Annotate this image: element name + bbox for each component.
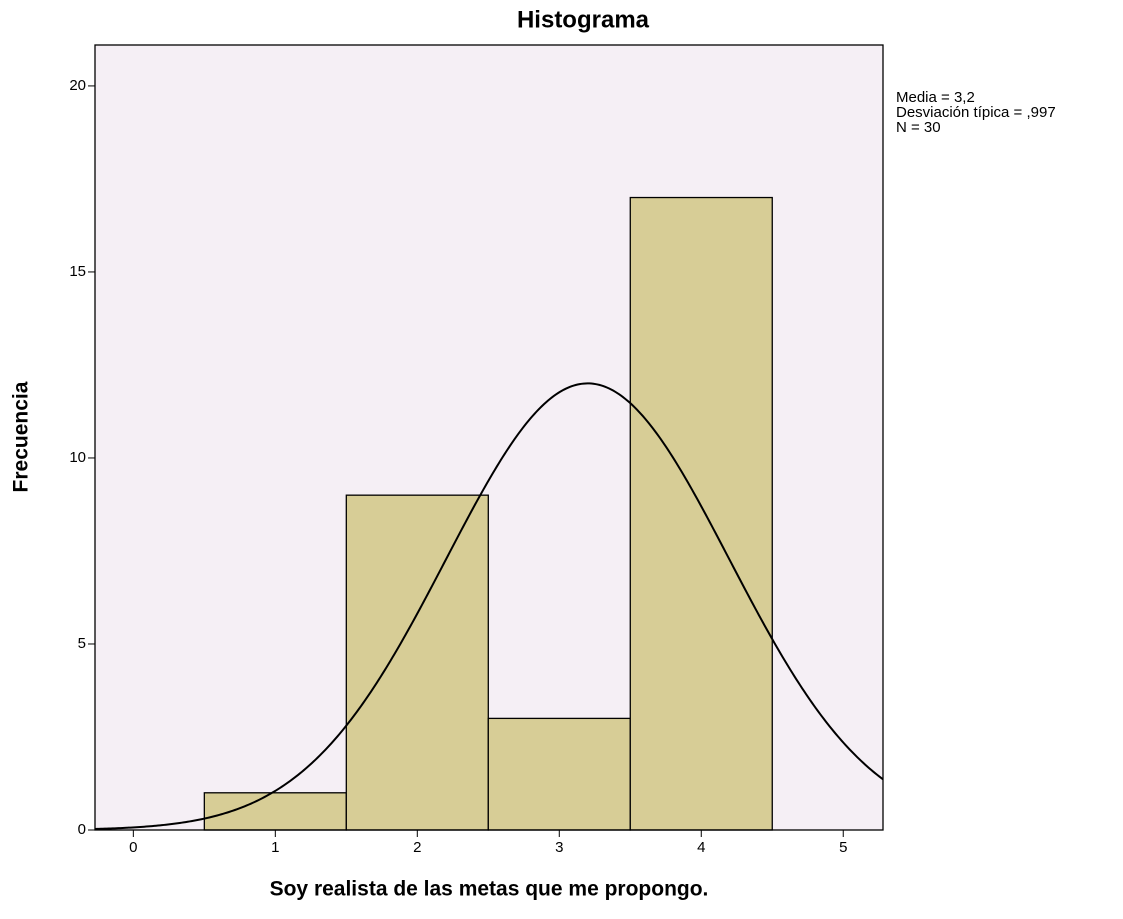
- x-axis-label: Soy realista de las metas que me propong…: [270, 878, 709, 901]
- x-tick-label: 0: [129, 839, 137, 856]
- y-tick-label: 5: [78, 635, 86, 652]
- y-axis-label: Frecuencia: [10, 381, 33, 492]
- y-tick-label: 20: [69, 77, 86, 94]
- bar: [345, 494, 489, 831]
- bar: [203, 792, 347, 831]
- stat-label: Media = 3,2: [896, 89, 975, 106]
- bar: [487, 717, 631, 831]
- x-tick-label: 5: [839, 839, 847, 856]
- stat-label: Desviación típica = ,997: [896, 104, 1056, 121]
- chart-title: Histograma: [517, 6, 650, 33]
- y-tick-label: 0: [78, 821, 86, 838]
- x-tick-label: 4: [697, 839, 705, 856]
- normal-curve: [94, 382, 884, 830]
- stat-label: N = 30: [896, 119, 941, 136]
- y-tick-label: 15: [69, 263, 86, 280]
- x-tick-label: 1: [271, 839, 279, 856]
- plot-border: [94, 44, 884, 831]
- x-tick-label: 2: [413, 839, 421, 856]
- bar: [629, 196, 773, 831]
- x-tick-label: 3: [555, 839, 563, 856]
- y-tick-label: 10: [69, 449, 86, 466]
